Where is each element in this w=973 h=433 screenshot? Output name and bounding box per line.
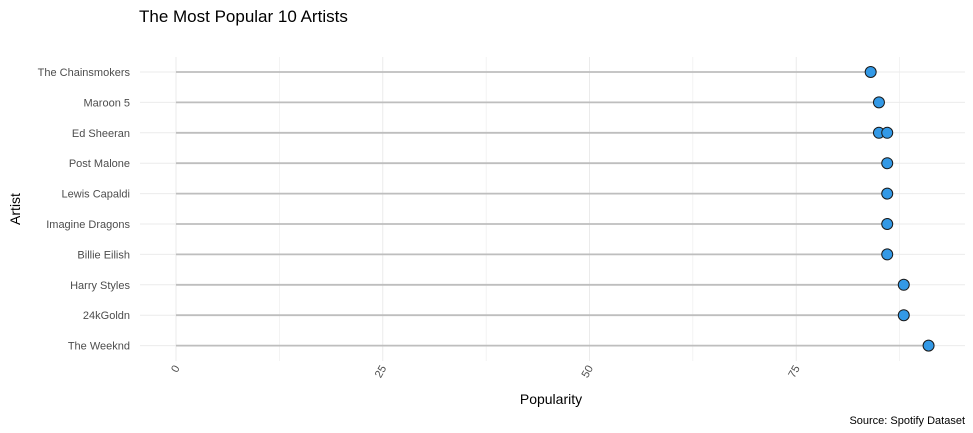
y-tick-label: Imagine Dragons (46, 219, 130, 231)
y-tick-label: Billie Eilish (77, 249, 130, 261)
data-point (864, 66, 877, 78)
x-tick-label: 75 (786, 364, 803, 381)
data-point (881, 218, 894, 230)
x-tick-label: 50 (580, 364, 597, 381)
data-point (897, 278, 910, 291)
x-tick-label: 25 (373, 364, 390, 381)
y-tick-label: 24kGoldn (83, 310, 130, 322)
x-tick-labels: 0 25 50 75 (169, 364, 803, 381)
y-tick-label: The Chainsmokers (38, 67, 131, 79)
data-point (897, 309, 910, 322)
chart-caption: Source: Spotify Dataset (849, 415, 965, 427)
data-point (881, 126, 894, 139)
x-tick-label: 0 (169, 364, 182, 375)
data-point (881, 157, 894, 170)
stems (176, 71, 929, 347)
y-tick-label: Maroon 5 (84, 97, 130, 109)
y-tick-label: The Weeknd (68, 341, 130, 353)
data-point (922, 339, 935, 352)
y-tick-label: Harry Styles (70, 280, 130, 292)
x-axis-label: Popularity (520, 391, 582, 407)
points (864, 66, 935, 352)
data-point (881, 248, 894, 261)
y-tick-label: Lewis Capaldi (62, 189, 130, 201)
y-tick-labels: The Chainsmokers Maroon 5 Ed Sheeran Post M… (38, 67, 131, 353)
data-point (881, 187, 894, 200)
y-tick-label: Post Malone (69, 158, 130, 170)
data-point (872, 96, 885, 109)
chart-title: The Most Popular 10 Artists (139, 7, 348, 26)
y-axis-label: Artist (7, 193, 23, 225)
y-tick-label: Ed Sheeran (72, 128, 130, 140)
